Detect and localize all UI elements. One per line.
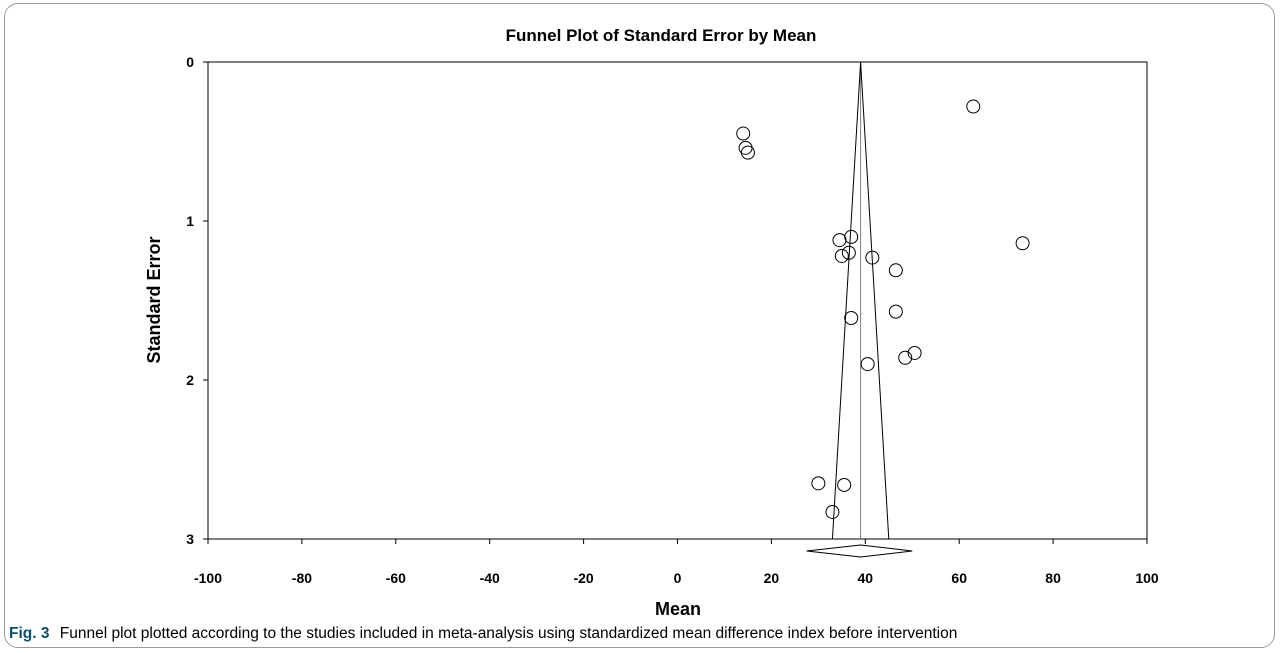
study-point — [736, 126, 751, 141]
study-point — [834, 248, 849, 263]
plot-area — [207, 61, 1148, 540]
x-axis: -100 -80 -60 -40 -20 0 20 40 60 80 100 — [194, 539, 1159, 586]
x-tick-label: 20 — [764, 570, 780, 586]
study-point — [898, 350, 913, 365]
x-tick-label: 0 — [674, 570, 682, 586]
x-tick-label: 40 — [858, 570, 874, 586]
x-tick-label: -40 — [480, 570, 500, 586]
caption-text: Funnel plot plotted according to the stu… — [59, 625, 958, 642]
study-point — [865, 250, 880, 265]
y-tick-label: 0 — [186, 54, 194, 70]
study-point — [860, 357, 875, 372]
study-point — [841, 245, 856, 260]
y-tick-label: 2 — [186, 372, 194, 388]
x-tick-label: 60 — [951, 570, 967, 586]
x-tick-label: 80 — [1045, 570, 1061, 586]
x-tick-label: -100 — [194, 570, 222, 586]
x-axis-label: Mean — [655, 599, 701, 619]
study-point — [825, 504, 840, 519]
study-points — [736, 99, 1030, 519]
study-point — [888, 263, 903, 278]
study-point — [1015, 236, 1030, 251]
y-axis: 0 1 2 3 — [186, 54, 208, 547]
chart-title: Funnel Plot of Standard Error by Mean — [506, 26, 817, 45]
study-point — [811, 476, 826, 491]
study-point — [966, 99, 981, 114]
study-point — [740, 145, 755, 160]
funnel-outline — [831, 61, 890, 540]
x-tick-label: -80 — [292, 570, 312, 586]
x-tick-label: -60 — [386, 570, 406, 586]
figure-frame — [4, 3, 1275, 648]
summary-diamond — [806, 544, 913, 558]
y-tick-label: 1 — [186, 213, 194, 229]
x-tick-label: -20 — [573, 570, 593, 586]
y-axis-label: Standard Error — [144, 236, 164, 363]
figure-caption: Fig. 3 Funnel plot plotted according to … — [9, 625, 1269, 643]
study-point — [832, 233, 847, 248]
study-point — [837, 477, 852, 492]
study-point — [844, 229, 859, 244]
study-point — [888, 304, 903, 319]
x-tick-label: 100 — [1135, 570, 1159, 586]
study-point — [907, 345, 922, 360]
caption-label: Fig. 3 — [9, 625, 50, 642]
study-point — [844, 310, 859, 325]
y-tick-label: 3 — [186, 531, 194, 547]
